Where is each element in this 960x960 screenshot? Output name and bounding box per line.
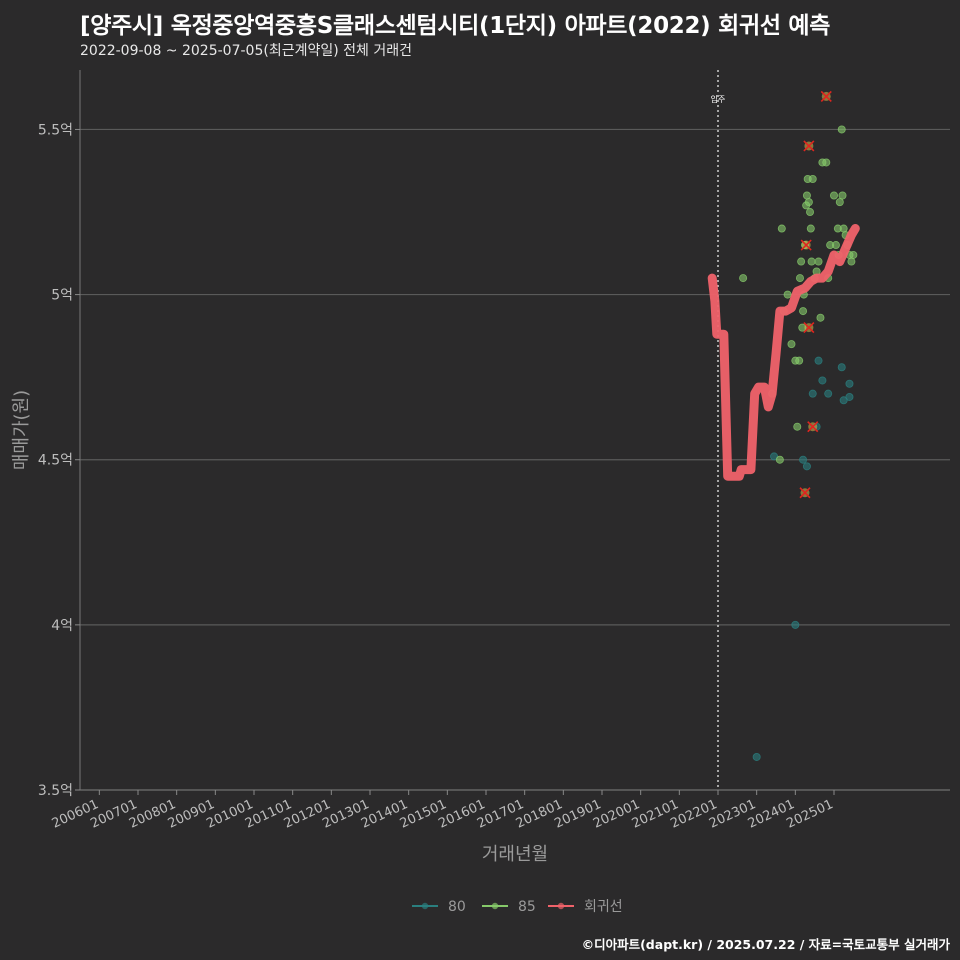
point-85 [807,257,816,266]
point-85 [797,257,806,266]
legend: 80 85 회귀선 [412,899,623,915]
point-85 [777,224,786,233]
legend-label: 80 [448,899,466,915]
legend-label: 회귀선 [584,899,623,915]
point-85 [814,257,823,266]
regression-path [707,224,860,481]
move-in-label: 입주 [711,95,726,104]
outlier-cross-b [807,421,819,433]
y-tick-label: 5.5억 [38,122,73,138]
point-80 [845,392,854,401]
point-85 [804,198,813,207]
point-85 [787,340,796,349]
legend-swatch-dot [421,902,429,910]
grid-lines [80,128,950,791]
point-85 [802,191,811,200]
point-85 [795,356,804,365]
point-85 [835,198,844,207]
y-axis-title: 매매가(원) [11,390,32,470]
point-85 [806,208,815,217]
point-80 [814,356,823,365]
point-85 [830,191,839,200]
point-85 [838,191,847,200]
data-points [739,125,858,761]
outlier-cross-b [799,487,811,499]
point-80 [752,752,761,761]
point-85 [783,290,792,299]
outlier-cross-b [820,90,832,102]
move-in-marker: 입주 [711,70,726,790]
y-tick-label: 4억 [51,618,73,634]
point-85 [793,422,802,431]
point-85 [847,257,856,266]
point-80 [802,462,811,471]
legend-swatch-dot [491,902,499,910]
y-axis: 3.5억 4억 4.5억 5억 5.5억 [38,70,81,799]
point-85 [822,158,831,167]
point-80 [824,389,833,398]
point-80 [845,379,854,388]
point-85 [808,174,817,183]
point-80 [808,389,817,398]
point-85 [795,274,804,283]
chart-title: [양주시] 옥정중앙역중흥S클래스센텀시티(1단지) 아파트(2022) 회귀선… [80,13,831,39]
source-caption: ©디아파트(dapt.kr) / 2025.07.22 / 자료=국토교통부 실… [581,937,950,952]
regression-line [707,224,860,481]
y-tick-label: 3.5억 [38,783,73,799]
point-85 [775,455,784,464]
point-85 [816,313,825,322]
point-85 [837,125,846,134]
y-tick-label: 4.5억 [38,453,73,469]
legend-swatch-dot [557,902,565,910]
point-85 [839,224,848,233]
x-axis: 2006012007012008012009012010012011012012… [50,789,950,832]
point-80 [791,620,800,629]
outlier-cross-b [803,140,815,152]
chart-subtitle: 2022-09-08 ~ 2025-07-05(최근계약일) 전체 거래건 [80,43,412,59]
outlier-cross-b [800,239,812,251]
x-axis-title: 거래년월 [482,844,548,865]
point-80 [799,455,808,464]
outlier-markers [799,90,832,499]
point-85 [831,241,840,250]
point-85 [806,224,815,233]
legend-label: 85 [518,899,536,915]
point-85 [849,250,858,259]
point-80 [818,376,827,385]
outlier-cross-b [803,322,815,334]
point-85 [799,307,808,316]
point-85 [739,274,748,283]
point-80 [837,363,846,372]
y-tick-label: 5억 [51,288,73,304]
